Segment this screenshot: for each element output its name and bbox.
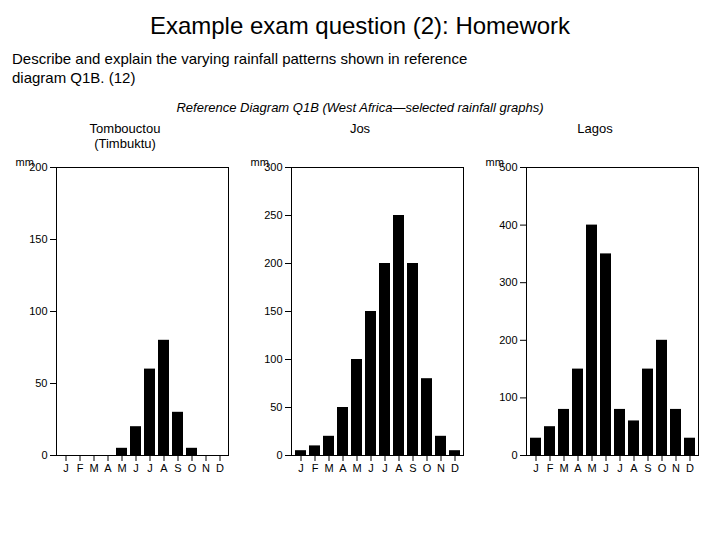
html-text:Jos: Jos bbox=[349, 121, 371, 136]
svg-text:0: 0 bbox=[41, 449, 47, 461]
svg-text:400: 400 bbox=[499, 219, 517, 231]
svg-text:D: D bbox=[451, 462, 459, 474]
svg-text:O: O bbox=[658, 462, 667, 474]
svg-text:J: J bbox=[368, 462, 374, 474]
html-text:Describe and explain the varyi: Describe and explain the varying rainfal… bbox=[12, 50, 468, 67]
svg-text:F: F bbox=[77, 462, 84, 474]
svg-text:F: F bbox=[547, 462, 554, 474]
svg-text:100: 100 bbox=[264, 353, 282, 365]
svg-text:N: N bbox=[437, 462, 445, 474]
svg-text:J: J bbox=[533, 462, 539, 474]
svg-text:N: N bbox=[202, 462, 210, 474]
svg-text:S: S bbox=[644, 462, 651, 474]
svg-text:A: A bbox=[160, 462, 168, 474]
svg-text:M: M bbox=[587, 462, 596, 474]
svg-text:O: O bbox=[423, 462, 432, 474]
svg-text:mm: mm bbox=[16, 156, 34, 168]
svg-text:mm: mm bbox=[486, 156, 504, 168]
svg-text:300: 300 bbox=[264, 161, 283, 173]
svg-text:300: 300 bbox=[499, 276, 517, 288]
svg-text:200: 200 bbox=[29, 161, 48, 173]
svg-text:M: M bbox=[352, 462, 361, 474]
svg-text:N: N bbox=[672, 462, 680, 474]
svg-text:A: A bbox=[574, 462, 582, 474]
svg-text:D: D bbox=[686, 462, 694, 474]
html-text:diagram Q1B. (12): diagram Q1B. (12) bbox=[12, 69, 136, 86]
svg-text:50: 50 bbox=[270, 401, 282, 413]
svg-text:J: J bbox=[133, 462, 139, 474]
svg-text:0: 0 bbox=[276, 449, 282, 461]
svg-text:150: 150 bbox=[264, 305, 282, 317]
svg-text:50: 50 bbox=[35, 377, 47, 389]
svg-text:A: A bbox=[630, 462, 638, 474]
html-text:Reference Diagram Q1B (West Af: Reference Diagram Q1B (West Africa—selec… bbox=[176, 100, 544, 115]
html-text:Example exam question (2): Hom: Example exam question (2): Homework bbox=[149, 12, 571, 39]
svg-text:F: F bbox=[312, 462, 319, 474]
svg-text:S: S bbox=[409, 462, 416, 474]
svg-text:J: J bbox=[382, 462, 388, 474]
svg-text:A: A bbox=[339, 462, 347, 474]
svg-text:100: 100 bbox=[499, 391, 517, 403]
svg-text:100: 100 bbox=[29, 305, 47, 317]
svg-text:M: M bbox=[559, 462, 568, 474]
svg-text:mm: mm bbox=[251, 156, 269, 168]
svg-text:D: D bbox=[216, 462, 224, 474]
svg-text:J: J bbox=[617, 462, 623, 474]
svg-text:A: A bbox=[104, 462, 112, 474]
svg-text:J: J bbox=[147, 462, 153, 474]
svg-text:O: O bbox=[188, 462, 197, 474]
svg-text:J: J bbox=[603, 462, 609, 474]
svg-text:0: 0 bbox=[511, 449, 517, 461]
html-text:Lagos: Lagos bbox=[577, 121, 613, 136]
svg-text:S: S bbox=[174, 462, 181, 474]
svg-text:J: J bbox=[298, 462, 304, 474]
svg-text:M: M bbox=[117, 462, 126, 474]
svg-text:200: 200 bbox=[499, 334, 517, 346]
svg-text:M: M bbox=[89, 462, 98, 474]
svg-text:M: M bbox=[324, 462, 333, 474]
svg-text:150: 150 bbox=[29, 233, 47, 245]
svg-text:A: A bbox=[395, 462, 403, 474]
html-text:Tombouctou (Timbuktu): Tombouctou (Timbuktu) bbox=[89, 121, 161, 151]
svg-text:500: 500 bbox=[499, 161, 518, 173]
svg-text:J: J bbox=[63, 462, 69, 474]
svg-text:250: 250 bbox=[264, 209, 282, 221]
svg-text:200: 200 bbox=[264, 257, 282, 269]
